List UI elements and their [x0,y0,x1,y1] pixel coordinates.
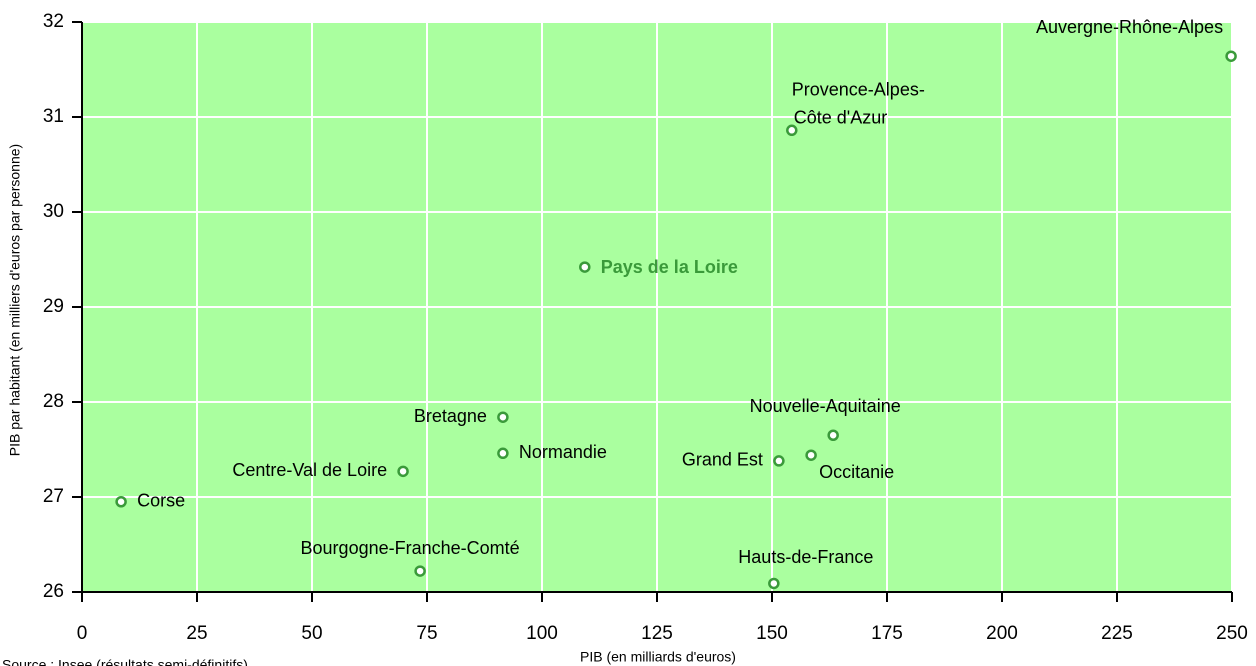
y-tick-label: 27 [43,486,64,507]
point-label: Nouvelle-Aquitaine [750,396,901,416]
point [768,577,780,590]
y-tick-label: 32 [43,11,64,32]
x-tick-label: 200 [986,623,1018,644]
source: Source : Insee (résultats semi-définitif… [2,657,248,666]
x-axis-label: PIB (en milliards d'euros) [580,649,736,665]
point [497,447,509,460]
y-tick-label: 30 [43,201,64,222]
point-label: Normandie [519,442,607,462]
x-tick-label: 225 [1101,623,1133,644]
y-axis-label: PIB par habitant (en milliers d'euros pa… [7,144,23,456]
x-tick-label: 50 [301,623,322,644]
x-tick-label: 150 [756,623,788,644]
point-label: Auvergne-Rhône-Alpes [1036,17,1223,37]
point [397,465,409,478]
y-tick-label: 29 [43,296,64,317]
point [497,411,509,423]
point [579,261,591,273]
point [1225,50,1237,62]
x-tick-label: 0 [77,623,88,644]
point-label: Centre-Val de Loire [232,460,387,480]
y-tick-label: 28 [43,391,64,412]
x-tick-label: 100 [526,623,558,644]
y-tick-label: 26 [43,581,64,602]
point-label: Bourgogne-Franche-Comté [301,538,520,558]
point-label: Hauts-de-France [738,547,873,567]
point-label: Corse [137,491,185,511]
x-tick-label: 75 [416,623,437,644]
point-label: Occitanie [819,462,894,482]
y-tick-label: 31 [43,106,64,127]
x-tick-label: 175 [871,623,903,644]
point-label: Pays de la Loire [601,257,738,277]
point-label: Bretagne [414,406,487,426]
point [414,565,426,577]
point [827,429,839,441]
point [805,449,817,461]
point [115,496,127,508]
x-tick-label: 25 [186,623,207,644]
point [773,455,785,467]
x-tick-label: 125 [641,623,673,644]
point [786,124,798,137]
point-label: Grand Est [682,450,763,470]
x-tick-label: 250 [1216,623,1248,644]
point-label: Provence-Alpes-Côte d'Azur [792,79,925,127]
